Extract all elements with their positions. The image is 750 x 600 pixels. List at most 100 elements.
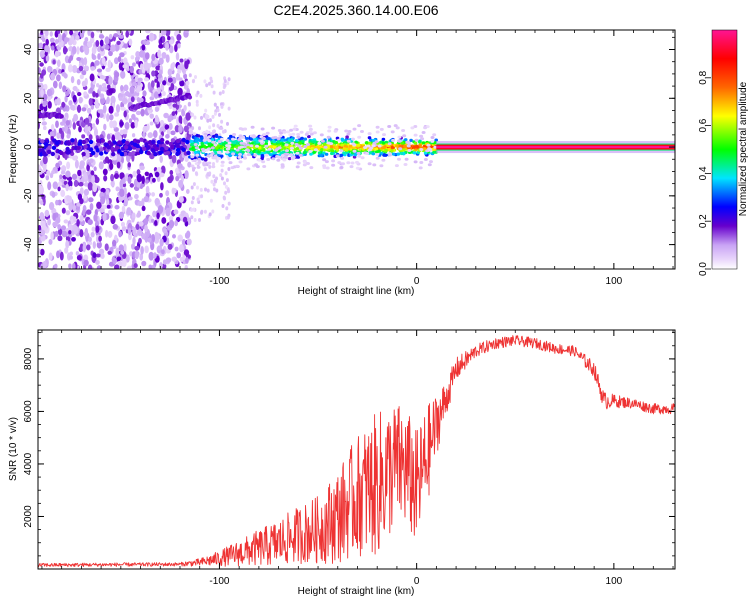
spectrogram-halo-cell <box>235 148 240 152</box>
spectrogram-halo-cell <box>404 157 409 161</box>
spectrogram-noise-cell <box>148 32 155 42</box>
spectrogram-noise-cell <box>147 132 154 139</box>
spectrogram-halo-cell <box>277 146 282 150</box>
spectrogram-halo-cell <box>282 130 287 134</box>
spectrogram-noise-cell <box>92 252 97 259</box>
spectrogram-band-cell <box>181 147 186 152</box>
spectrogram-noise-cell <box>60 225 67 231</box>
spectrogram-noise-cell <box>79 229 84 238</box>
spectrogram-noise-cell <box>71 236 76 242</box>
spectrogram-noise-cell <box>87 219 93 226</box>
spectrogram-band-cell <box>165 140 170 145</box>
spectrogram-noise-cell <box>42 163 47 173</box>
spectrogram-halo-cell <box>246 149 251 152</box>
spectrogram-noise-cell <box>178 179 184 189</box>
spectrogram-noise-cell <box>44 44 50 53</box>
spectrogram-halo-cell <box>339 166 344 169</box>
spectrogram-halo-cell <box>239 141 244 145</box>
spectrogram-noise-cell <box>198 126 201 131</box>
spectrogram-noise-cell <box>65 210 71 216</box>
spectrogram-noise-cell <box>134 250 140 260</box>
spectrogram-noise-cell <box>176 252 182 259</box>
spectrogram-noise-cell <box>58 81 63 90</box>
spectrogram-halo-cell <box>365 152 370 155</box>
spectrogram-noise-cell <box>118 96 123 101</box>
spectrogram-noise-cell <box>82 243 87 253</box>
spectrogram-noise-cell <box>109 162 114 170</box>
spectrogram-noise-cell <box>191 79 195 84</box>
spectrogram-noise-cell <box>179 58 184 63</box>
spectrogram-halo-cell <box>377 144 382 148</box>
spectrogram-band-cell <box>317 146 321 150</box>
spectrogram-noise-cell <box>162 259 168 265</box>
spectrogram-noise-cell <box>123 84 129 92</box>
spectrogram-halo-cell <box>388 153 392 157</box>
spectrogram-noise-cell <box>158 43 164 49</box>
snr-x-tick-label: 100 <box>606 576 623 587</box>
spectrogram-noise-cell <box>115 186 120 192</box>
spectrogram-band-cell <box>113 147 119 152</box>
spectrogram-noise-cell <box>130 96 135 103</box>
spectrogram-halo-cell <box>419 161 424 164</box>
spectrogram-noise-cell <box>42 260 47 269</box>
spectrogram-band-cell <box>264 142 269 146</box>
spectrogram-halo-cell <box>336 138 341 142</box>
spectrogram-halo-cell <box>290 141 295 145</box>
spectrogram-band-cell <box>390 145 395 149</box>
spectrogram-noise-cell <box>60 170 66 175</box>
spectrogram-noise-cell <box>106 133 111 140</box>
spectrogram-halo-cell <box>285 152 290 156</box>
spectrogram-halo-cell <box>299 146 303 150</box>
spectrogram-noise-cell <box>224 190 228 195</box>
spectrogram-noise-cell <box>165 207 171 217</box>
spectrogram-noise-cell <box>178 115 183 124</box>
spectrogram-noise-cell <box>175 52 180 61</box>
spectrogram-marks <box>38 30 675 269</box>
spectrogram-halo-cell <box>276 158 281 162</box>
spectrogram-noise-cell <box>118 34 124 39</box>
spectrogram-y-tick-label: 40 <box>23 44 34 56</box>
spectrogram-noise-cell <box>184 264 188 269</box>
spectrogram-noise-cell <box>81 80 87 88</box>
spectrogram-halo-cell <box>288 133 293 137</box>
spectrogram-noise-cell <box>89 158 94 163</box>
spectrogram-noise-cell <box>164 42 170 51</box>
spectrogram-halo-cell <box>253 153 258 157</box>
spectrogram-noise-cell <box>58 127 63 134</box>
spectrogram-noise-cell <box>136 96 141 103</box>
spectrogram-noise-cell <box>38 82 41 89</box>
spectrogram-band-cell <box>348 144 353 148</box>
spectrogram-noise-cell <box>124 91 130 96</box>
spectrogram-noise-cell <box>83 259 89 267</box>
spectrogram-halo-cell <box>323 145 328 149</box>
spectrogram-noise-cell <box>203 79 207 84</box>
spectrogram-halo-cell <box>204 148 209 152</box>
spectrogram-band-cell <box>319 153 323 157</box>
spectrogram-halo-cell <box>227 141 232 145</box>
spectrogram-x-tick-label: 100 <box>606 276 623 287</box>
spectrogram-halo-cell <box>312 131 317 135</box>
spectrogram-halo-cell <box>285 149 289 153</box>
spectrogram-band-cell <box>324 152 329 156</box>
spectrogram-band-cell <box>301 139 305 143</box>
spectrogram-noise-cell <box>106 96 110 105</box>
spectrogram-halo-cell <box>381 158 386 162</box>
spectrogram-noise-cell <box>208 164 212 169</box>
spectrogram-noise-cell <box>137 80 141 86</box>
spectrogram-noise-cell <box>225 178 229 183</box>
spectrogram-noise-cell <box>167 176 173 184</box>
spectrogram-halo-cell <box>413 133 418 137</box>
spectrogram-band-cell <box>52 138 57 143</box>
spectrogram-noise-cell <box>213 111 217 116</box>
spectrogram-noise-cell <box>116 40 121 46</box>
spectrogram-noise-cell <box>86 164 90 172</box>
spectrogram-noise-cell <box>90 66 96 71</box>
spectrogram-halo-cell <box>260 127 265 131</box>
spectrogram-halo-cell <box>355 160 359 164</box>
spectrogram-noise-cell <box>103 175 108 182</box>
spectrogram-halo-cell <box>367 132 372 136</box>
spectrogram-noise-cell <box>190 200 194 205</box>
spectrogram-noise-cell <box>70 35 75 45</box>
spectrogram-noise-cell <box>69 55 74 61</box>
spectrogram-noise-cell <box>79 214 84 222</box>
